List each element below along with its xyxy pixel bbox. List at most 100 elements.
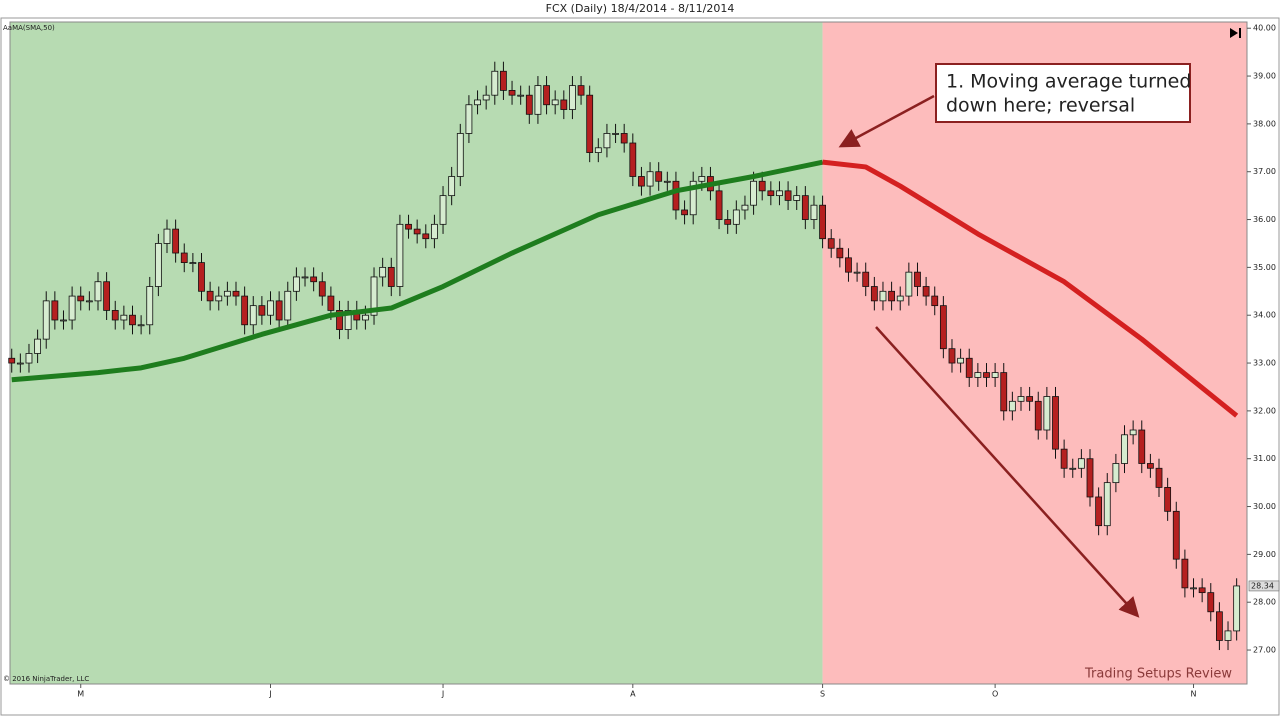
candle-body (1069, 467, 1077, 470)
candle-body (1155, 467, 1163, 488)
copyright: © 2016 NinjaTrader, LLC (3, 675, 89, 683)
candle-body (845, 257, 852, 273)
y-tick-label: 35.00 (1253, 263, 1276, 272)
candle-body (336, 310, 343, 330)
candle-body (896, 295, 904, 302)
candle-body (189, 262, 197, 264)
candle-body (948, 348, 956, 364)
candle-body (318, 281, 326, 297)
candle-body (232, 290, 240, 297)
candle-body (974, 372, 982, 378)
candle-body (1103, 482, 1111, 527)
candle-body (258, 305, 266, 316)
candle-body (1233, 585, 1241, 632)
candle-body (413, 228, 421, 235)
trend-arrow (875, 326, 1140, 618)
x-tick-label: A (630, 690, 636, 699)
candle-body (284, 290, 292, 321)
candle-body (275, 300, 283, 321)
candle-body (456, 133, 464, 177)
y-tick-label: 37.00 (1253, 167, 1276, 176)
candle-body (827, 238, 835, 249)
candle-body (223, 290, 231, 297)
candle-body (1112, 463, 1120, 484)
candle-body (991, 372, 999, 378)
y-tick-label: 32.00 (1253, 406, 1276, 415)
candle-body (724, 219, 732, 225)
candle-body (172, 228, 180, 254)
candle-body (111, 310, 119, 321)
candle-body (1095, 496, 1103, 527)
candle-body (655, 171, 663, 182)
candle-body (1043, 396, 1051, 431)
candle-body (569, 85, 576, 110)
chart-title: FCX (Daily) 18/4/2014 - 8/11/2014 (546, 2, 735, 15)
candle-body (206, 290, 214, 302)
candle-body (525, 94, 533, 115)
indicator-label: AaMA(SMA,50) (3, 24, 55, 32)
candle-body (405, 223, 412, 230)
candle-body (784, 190, 792, 201)
candle-body (379, 266, 387, 278)
candle-body (862, 271, 870, 287)
candle-body (801, 195, 809, 220)
candle-body (491, 70, 499, 96)
candle-body (543, 85, 550, 106)
bear-zone (822, 22, 1247, 684)
candle-body (965, 357, 973, 378)
candle-body (758, 180, 766, 192)
candle-body (370, 276, 378, 316)
candle-body (1008, 400, 1016, 412)
moving-average-line (11, 159, 824, 383)
candle-body (689, 180, 697, 216)
candle-body (1146, 463, 1154, 469)
candle-body (508, 90, 516, 96)
bull-zone (10, 22, 823, 684)
plot-area: 27.00 28.00 29.00 30.00 31.00 32.00 33.00 34.00… (8, 21, 1276, 699)
candle-body (25, 353, 33, 364)
candle-body (939, 305, 947, 350)
candle-body (42, 300, 50, 340)
candle-body (163, 228, 171, 244)
candle-body (1224, 630, 1232, 641)
candle-body (663, 180, 671, 183)
candle-body (646, 171, 654, 187)
candle-body (698, 176, 706, 182)
annotation-arrow (838, 94, 935, 148)
candle-body (603, 133, 611, 149)
candle-body (1198, 587, 1206, 594)
candle-body (1060, 448, 1068, 469)
candle-body (1017, 396, 1025, 402)
candle-body (836, 247, 844, 259)
y-tick-label: 40.00 (1253, 24, 1276, 33)
y-tick-label: 33.00 (1253, 359, 1276, 368)
candle-body (732, 209, 740, 225)
x-tick-label: J (268, 690, 271, 699)
candle-body (1052, 396, 1059, 450)
x-tick-label: N (1191, 690, 1197, 699)
candle-body (292, 276, 300, 292)
candle-body (1181, 558, 1189, 589)
moving-average-line (822, 159, 1239, 418)
candle-body (560, 99, 568, 110)
candle-body (793, 195, 801, 201)
candle-body (741, 204, 749, 211)
candle-body (267, 300, 274, 316)
candle-body (715, 190, 723, 220)
scroll-end-button[interactable] (1230, 28, 1241, 38)
candle-body (482, 94, 490, 101)
y-tick-label: 31.00 (1253, 454, 1276, 463)
axis-frame (0, 17, 1280, 716)
candle-body (551, 99, 559, 106)
candle-body (586, 94, 594, 153)
candle-body (534, 85, 542, 115)
watermark: Trading Setups Review (1084, 667, 1232, 682)
y-tick-label: 34.00 (1253, 311, 1276, 320)
y-tick-label: 29.00 (1253, 550, 1276, 559)
x-tick-label: O (992, 690, 998, 699)
candle-body (396, 223, 404, 287)
candle-body (500, 70, 507, 91)
candle-body (1172, 510, 1180, 560)
candle-body (8, 357, 16, 364)
candle-body (439, 195, 447, 225)
